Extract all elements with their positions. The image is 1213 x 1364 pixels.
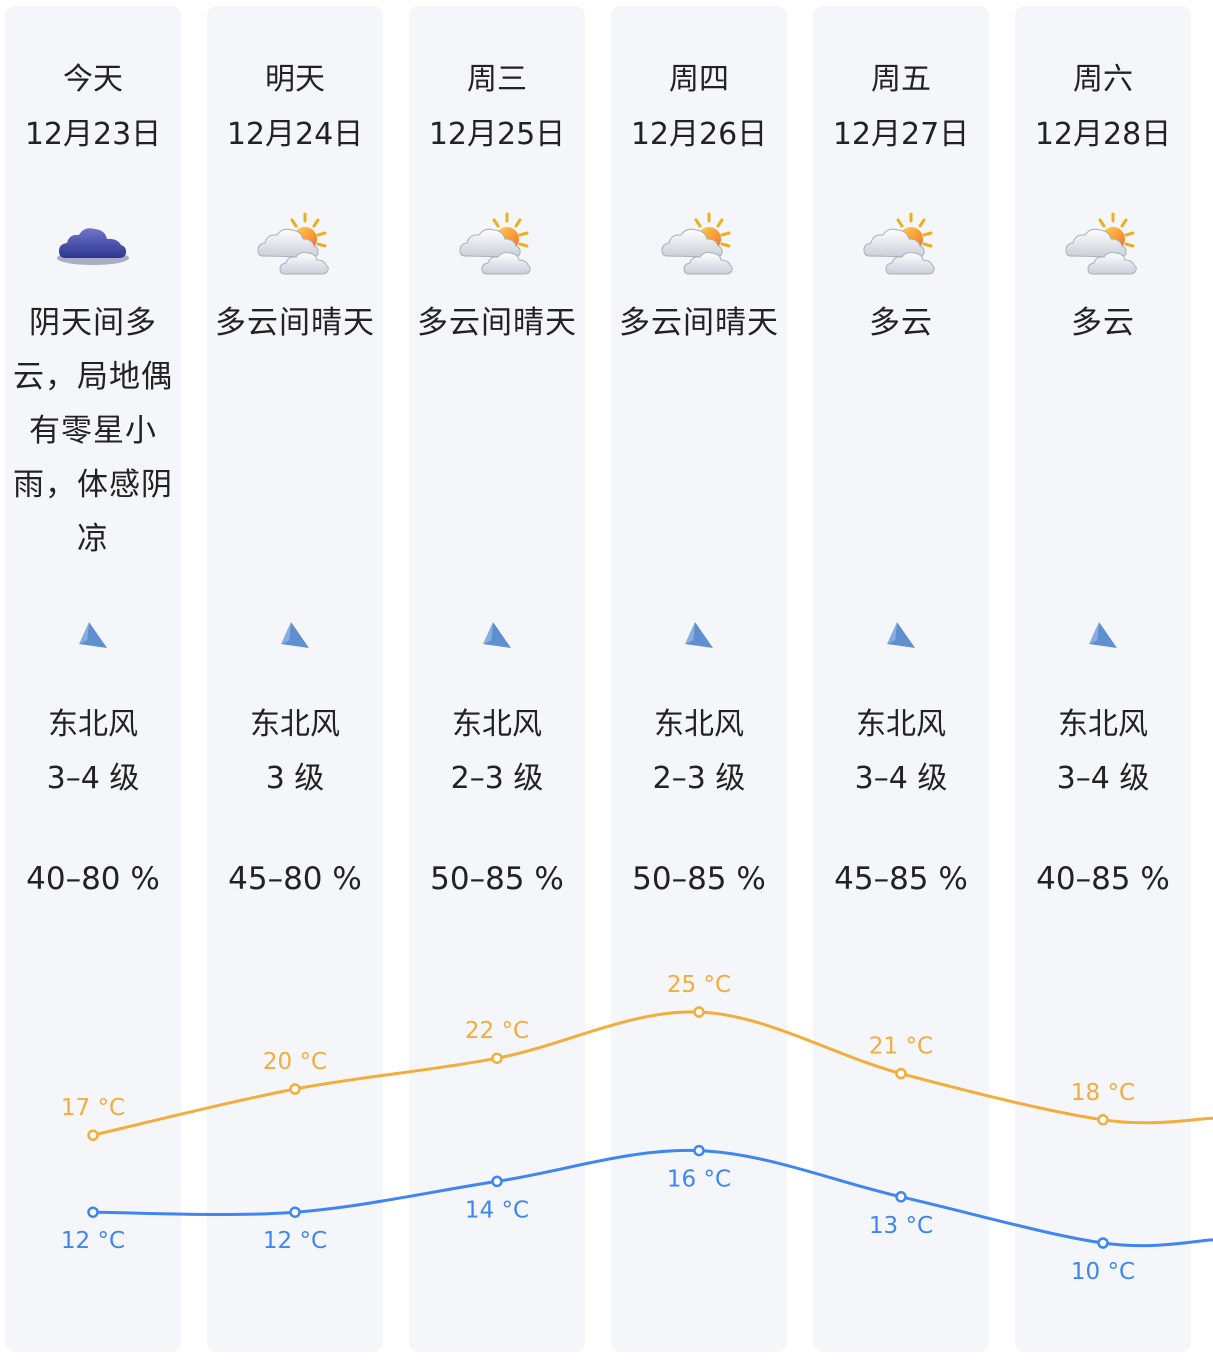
wind-level: 2–3 级	[450, 761, 544, 796]
day-column: 周三 12月25日 多云间晴天 东北风 2–3 级 50–85 %	[409, 0, 585, 1364]
wind-direction: 东北风	[250, 707, 340, 742]
day-name: 今天	[63, 62, 123, 97]
temp-high-point	[491, 1052, 503, 1064]
day-name: 周六	[1073, 62, 1133, 97]
weather-description: 多云	[869, 305, 933, 341]
wind-direction: 东北风	[1058, 707, 1148, 742]
temp-low-label: 12 °C	[263, 1228, 327, 1254]
day-name: 周三	[467, 62, 527, 97]
temp-low-point	[87, 1206, 99, 1218]
wind-level: 3–4 级	[854, 761, 948, 796]
temp-high-label: 18 °C	[1071, 1080, 1135, 1106]
temp-high-point	[693, 1006, 705, 1018]
day-date: 12月24日	[226, 117, 364, 152]
temp-low-label: 13 °C	[869, 1213, 933, 1239]
humidity: 40–80 %	[26, 861, 160, 897]
day-date: 12月25日	[428, 117, 566, 152]
humidity: 40–85 %	[1036, 861, 1170, 897]
day-date: 12月26日	[630, 117, 768, 152]
day-name: 明天	[265, 62, 325, 97]
temp-high-line	[91, 1010, 1213, 1137]
humidity: 45–80 %	[228, 861, 362, 897]
temp-low-label: 12 °C	[61, 1228, 125, 1254]
humidity: 45–85 %	[834, 861, 968, 897]
day-column: 周六 12月28日 多云 东北风 3–4 级 40–85 %	[1015, 0, 1191, 1364]
temp-high-label: 25 °C	[667, 972, 731, 998]
temp-low-point	[491, 1175, 503, 1188]
wind-direction: 东北风	[48, 707, 138, 742]
wind-level: 3 级	[265, 761, 325, 796]
temp-high-point	[1097, 1114, 1109, 1126]
day-column: 今天 12月23日 阴天间多云，局地偶有零星小雨，体感阴凉 东北风 3–4 级 …	[5, 0, 181, 1364]
temp-high-label: 17 °C	[61, 1095, 125, 1121]
day-column: 周五 12月27日 多云 东北风 3–4 级 45–85 %	[813, 0, 989, 1364]
temp-high-label: 20 °C	[263, 1049, 327, 1075]
day-name: 周五	[871, 62, 931, 97]
weather-description: 阴天间多云，局地偶有零星小雨，体感阴凉	[13, 305, 173, 557]
temp-high-point	[895, 1067, 907, 1080]
temp-low-label: 14 °C	[465, 1197, 529, 1223]
temp-high-label: 22 °C	[465, 1018, 529, 1044]
temp-low-point	[1097, 1237, 1109, 1249]
temp-high-point	[87, 1129, 99, 1141]
weather-description: 多云	[1071, 305, 1135, 341]
day-column: 周四 12月26日 多云间晴天 东北风 2–3 级 50–85 %	[611, 0, 787, 1364]
weather-description: 多云间晴天	[417, 305, 577, 341]
wind-level: 3–4 级	[1056, 761, 1150, 796]
temp-high-point	[289, 1083, 301, 1095]
humidity: 50–85 %	[430, 861, 564, 897]
temp-high-label: 21 °C	[869, 1034, 933, 1060]
day-column: 明天 12月24日 多云间晴天 东北风 3 级 45–80 %	[207, 0, 383, 1364]
weather-description: 多云间晴天	[215, 305, 375, 341]
day-date: 12月27日	[832, 117, 970, 152]
wind-level: 3–4 级	[46, 761, 140, 796]
temp-low-label: 16 °C	[667, 1167, 731, 1193]
day-date: 12月28日	[1034, 117, 1172, 152]
wind-direction: 东北风	[452, 707, 542, 742]
temp-low-point	[895, 1191, 907, 1203]
day-name: 周四	[669, 62, 729, 97]
temp-low-point	[693, 1144, 705, 1157]
wind-level: 2–3 级	[652, 761, 746, 796]
weather-description: 多云间晴天	[619, 305, 779, 341]
wind-direction: 东北风	[856, 707, 946, 742]
temp-low-point	[289, 1206, 301, 1218]
day-date: 12月23日	[24, 117, 162, 152]
temp-low-line	[91, 1148, 1213, 1248]
wind-direction: 东北风	[654, 707, 744, 742]
temp-low-label: 10 °C	[1071, 1259, 1135, 1285]
humidity: 50–85 %	[632, 861, 766, 897]
